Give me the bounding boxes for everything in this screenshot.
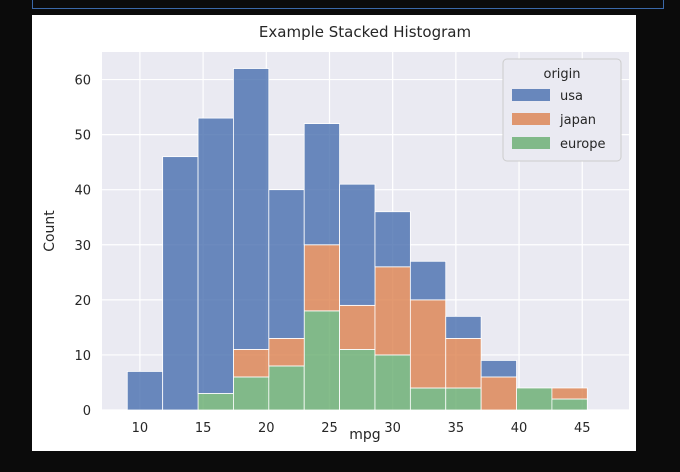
bar-europe — [516, 387, 553, 411]
bar-usa — [233, 68, 270, 350]
bar-usa — [374, 211, 411, 268]
bar-europe — [339, 349, 376, 411]
bar-japan — [268, 337, 305, 367]
bar-usa — [409, 260, 447, 301]
y-tick-label: 50 — [74, 129, 91, 144]
y-tick-label: 40 — [74, 184, 91, 199]
bar-usa — [339, 183, 376, 306]
bar-usa — [197, 117, 234, 394]
legend-items: usa japan europe — [512, 89, 606, 152]
window-top-border — [32, 0, 664, 9]
stacked-histogram-chart: 0 10 20 30 40 50 60 10 15 20 25 30 35 40 45 Example S… — [42, 23, 629, 443]
x-axis-label: mpg — [349, 427, 380, 443]
legend-label-japan: japan — [559, 113, 596, 128]
legend: origin usa japan europe — [502, 58, 622, 162]
bar-japan — [445, 337, 482, 389]
legend-label-usa: usa — [560, 89, 583, 104]
y-tick-label: 0 — [83, 404, 91, 419]
y-tick-label: 20 — [74, 294, 91, 309]
x-tick-label: 25 — [321, 421, 338, 436]
bar-usa — [126, 371, 164, 411]
bar-europe — [268, 365, 305, 411]
bar-europe — [409, 387, 447, 411]
legend-label-europe: europe — [560, 137, 606, 152]
bar-usa — [445, 315, 482, 339]
bar-japan — [409, 299, 447, 389]
bar-japan — [339, 304, 376, 350]
x-tick-label: 40 — [511, 421, 528, 436]
bar-europe — [303, 310, 340, 411]
legend-swatch-europe — [512, 137, 550, 149]
x-tick-label: 30 — [384, 421, 401, 436]
x-tick-label: 35 — [448, 421, 465, 436]
bar-japan — [551, 387, 588, 400]
x-tick-label: 15 — [195, 421, 212, 436]
bar-japan — [233, 349, 270, 378]
bar-europe — [233, 376, 270, 411]
x-tick-label: 45 — [574, 421, 591, 436]
bar-usa — [268, 189, 305, 339]
chart-figure: 0 10 20 30 40 50 60 10 15 20 25 30 35 40 45 Example S… — [32, 15, 636, 451]
x-tick-label: 20 — [258, 421, 275, 436]
legend-swatch-usa — [512, 89, 550, 101]
y-axis-label: Count — [42, 210, 58, 252]
y-axis-ticks: 0 10 20 30 40 50 60 — [74, 74, 91, 419]
bar-japan — [303, 244, 340, 312]
bar-japan — [374, 266, 411, 356]
y-tick-label: 10 — [74, 349, 91, 364]
x-tick-label: 10 — [132, 421, 149, 436]
bar-japan — [480, 376, 517, 411]
bar-usa — [162, 156, 199, 411]
y-tick-label: 60 — [74, 74, 91, 89]
bar-europe — [551, 398, 588, 411]
x-axis-ticks: 10 15 20 25 30 35 40 45 — [132, 421, 591, 436]
bar-usa — [480, 360, 517, 378]
bar-europe — [374, 354, 411, 411]
legend-box — [502, 58, 622, 162]
chart-title: Example Stacked Histogram — [259, 23, 471, 41]
histogram-bars — [126, 68, 588, 411]
bar-europe — [197, 393, 234, 411]
bar-usa — [303, 123, 340, 246]
legend-title: origin — [543, 67, 580, 82]
legend-swatch-japan — [512, 113, 550, 125]
bar-europe — [445, 387, 482, 411]
y-tick-label: 30 — [74, 239, 91, 254]
